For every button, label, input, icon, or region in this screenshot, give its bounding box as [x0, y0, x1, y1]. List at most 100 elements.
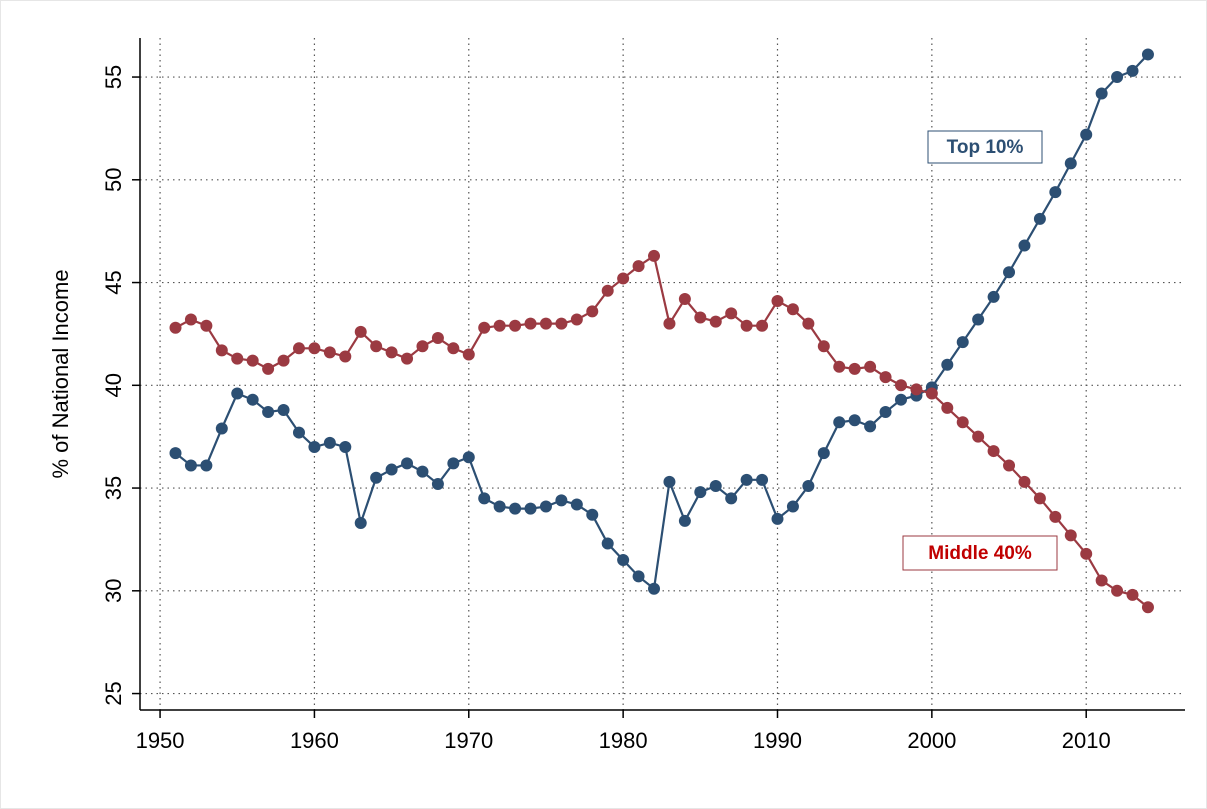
data-point	[555, 494, 568, 507]
data-point	[632, 570, 645, 583]
data-point	[354, 516, 367, 529]
data-point	[370, 340, 383, 353]
data-point	[786, 303, 799, 316]
data-point	[169, 447, 182, 460]
data-point	[771, 295, 784, 308]
data-point	[617, 272, 630, 285]
data-point	[524, 317, 537, 330]
data-point	[925, 387, 938, 400]
data-point	[956, 336, 969, 349]
y-axis-label: % of National Income	[48, 269, 73, 478]
data-point	[184, 459, 197, 472]
data-point	[509, 319, 522, 332]
data-point	[1033, 212, 1046, 225]
data-point	[864, 360, 877, 373]
y-tick-label: 40	[101, 373, 126, 397]
data-point	[1064, 157, 1077, 170]
data-point	[786, 500, 799, 513]
data-point	[694, 311, 707, 324]
data-point	[1049, 186, 1062, 199]
data-point	[1080, 547, 1093, 560]
label-box	[927, 130, 1043, 164]
data-point	[570, 498, 583, 511]
data-point	[894, 379, 907, 392]
data-point	[817, 447, 830, 460]
data-point	[817, 340, 830, 353]
data-point	[1111, 584, 1124, 597]
data-point	[447, 457, 460, 470]
data-point	[1080, 128, 1093, 141]
x-tick-label: 1980	[599, 728, 648, 753]
data-point	[401, 457, 414, 470]
series-label: Middle 40%	[928, 543, 1032, 564]
data-point	[1049, 510, 1062, 523]
data-point	[648, 249, 661, 262]
y-tick-label: 55	[101, 65, 126, 89]
data-point	[756, 319, 769, 332]
data-point	[370, 471, 383, 484]
data-point	[601, 284, 614, 297]
data-point	[586, 508, 599, 521]
data-point	[231, 352, 244, 365]
data-point	[323, 346, 336, 359]
data-point	[910, 383, 923, 396]
data-point	[1003, 266, 1016, 279]
data-point	[339, 440, 352, 453]
data-point	[292, 426, 305, 439]
data-point	[678, 514, 691, 527]
data-point	[246, 393, 259, 406]
data-point	[539, 500, 552, 513]
data-point	[1141, 48, 1154, 61]
y-tick-label: 30	[101, 579, 126, 603]
data-point	[632, 260, 645, 273]
series-line	[174, 53, 1149, 591]
data-point	[879, 371, 892, 384]
data-point	[323, 436, 336, 449]
data-point	[833, 360, 846, 373]
data-point	[1003, 459, 1016, 472]
data-point	[354, 325, 367, 338]
data-point	[864, 420, 877, 433]
data-point	[478, 492, 491, 505]
data-point	[215, 422, 228, 435]
data-point	[740, 473, 753, 486]
data-point	[709, 315, 722, 328]
x-tick-label: 1950	[136, 728, 185, 753]
data-point	[416, 465, 429, 478]
data-point	[555, 317, 568, 330]
data-point	[802, 480, 815, 492]
data-point	[493, 500, 506, 513]
data-point	[987, 290, 1000, 303]
data-point	[416, 340, 429, 353]
data-point	[756, 473, 769, 486]
data-point	[524, 502, 537, 515]
data-point	[601, 537, 614, 550]
data-point	[308, 342, 321, 355]
data-point	[941, 401, 954, 414]
data-point	[292, 342, 305, 355]
data-point	[1018, 475, 1031, 488]
data-point	[1033, 492, 1046, 505]
x-tick-label: 1990	[753, 728, 802, 753]
data-point	[493, 319, 506, 332]
data-point	[200, 459, 213, 472]
data-point	[1126, 64, 1139, 77]
data-point	[709, 480, 722, 492]
data-point	[447, 342, 460, 355]
data-point	[941, 358, 954, 371]
data-point	[277, 403, 290, 416]
data-point	[987, 445, 1000, 458]
data-point	[231, 387, 244, 400]
x-tick-label: 2010	[1062, 728, 1111, 753]
data-point	[1111, 71, 1124, 84]
data-point	[262, 362, 275, 375]
data-point	[215, 344, 228, 357]
x-tick-label: 2000	[907, 728, 956, 753]
y-tick-label: 35	[101, 476, 126, 500]
data-point	[246, 354, 259, 367]
data-point	[663, 475, 676, 488]
data-point	[617, 553, 630, 566]
x-tick-label: 1970	[444, 728, 493, 753]
data-point	[678, 292, 691, 305]
